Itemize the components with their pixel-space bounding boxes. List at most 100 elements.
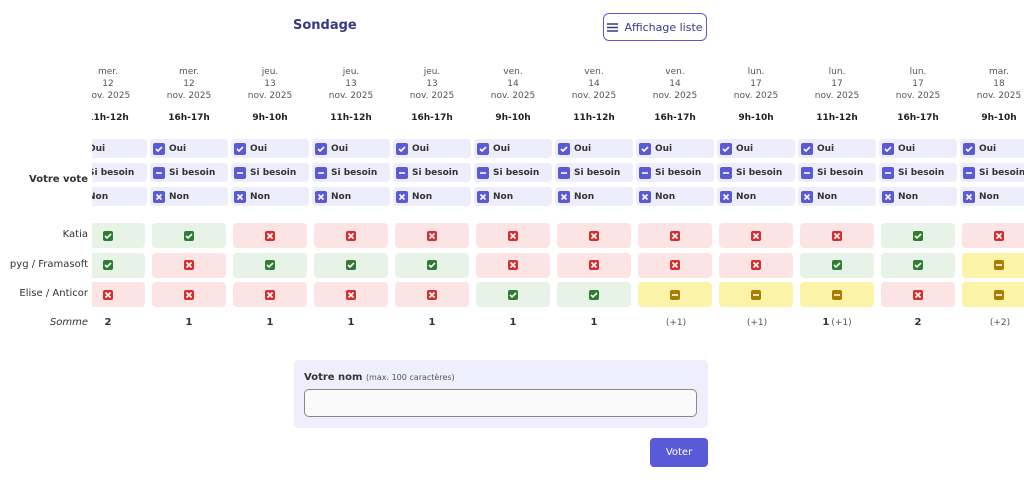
vote-icon xyxy=(994,289,1004,300)
vote-icon xyxy=(751,260,761,270)
vote-icon xyxy=(589,289,599,300)
no-icon xyxy=(884,193,892,200)
vote-option[interactable]: Oui xyxy=(474,139,552,158)
option-label: Si besoin xyxy=(817,167,864,178)
list-view-button[interactable]: Affichage liste xyxy=(603,13,707,41)
vote-option[interactable]: Non xyxy=(555,187,633,206)
vote-cell xyxy=(557,282,631,307)
vote-option[interactable]: Oui xyxy=(798,139,876,158)
maybe-icon xyxy=(318,171,324,174)
vote-cell xyxy=(314,282,388,307)
no-icon xyxy=(833,232,841,239)
submit-button[interactable]: Voter xyxy=(650,438,708,467)
vote-option[interactable]: Si besoin xyxy=(92,163,147,182)
vote-option[interactable]: Non xyxy=(92,187,147,206)
vote-icon xyxy=(103,230,113,241)
vote-option[interactable]: Oui xyxy=(393,139,471,158)
vote-option[interactable]: Si besoin xyxy=(798,163,876,182)
vote-icon xyxy=(427,289,437,300)
column-day: jeu. xyxy=(342,67,360,77)
checkbox xyxy=(477,190,489,203)
no-icon xyxy=(428,232,436,239)
vote-option[interactable]: Oui xyxy=(555,139,633,158)
checkbox xyxy=(882,190,894,203)
maybe-count: (+1) xyxy=(831,318,852,328)
vote-option[interactable]: Si besoin xyxy=(879,163,957,182)
maybe-icon xyxy=(561,171,567,174)
name-input[interactable] xyxy=(304,389,697,417)
vote-option[interactable]: Oui xyxy=(960,139,1024,158)
maybe-icon xyxy=(237,171,243,174)
maybe-icon xyxy=(885,171,891,174)
option-label: Oui xyxy=(412,143,430,154)
vote-option[interactable]: Oui xyxy=(92,139,147,158)
checkbox xyxy=(396,190,408,203)
vote-option[interactable]: Non xyxy=(879,187,957,206)
vote-option[interactable]: Si besoin xyxy=(312,163,390,182)
vote-icon xyxy=(427,260,437,270)
vote-option[interactable]: Non xyxy=(393,187,471,206)
checkbox xyxy=(882,142,894,155)
column-sum: 1 xyxy=(312,317,390,328)
column-day: jeu. xyxy=(261,67,279,77)
checkbox xyxy=(963,190,975,203)
vote-cell xyxy=(233,282,307,307)
vote-option[interactable]: Non xyxy=(312,187,390,206)
option-label: Non xyxy=(898,191,919,202)
yes-icon xyxy=(236,145,244,152)
checkbox xyxy=(720,190,732,203)
vote-option[interactable]: Non xyxy=(150,187,228,206)
vote-option[interactable]: Si besoin xyxy=(393,163,471,182)
yes-count: 1 xyxy=(266,317,274,328)
vote-option[interactable]: Non xyxy=(798,187,876,206)
vote-cell xyxy=(800,282,874,307)
no-icon xyxy=(803,193,811,200)
yes-icon xyxy=(803,145,811,152)
checkbox xyxy=(234,166,246,179)
vote-cell xyxy=(395,282,469,307)
vote-option[interactable]: Oui xyxy=(231,139,309,158)
vote-option[interactable]: Non xyxy=(717,187,795,206)
vote-option[interactable]: Non xyxy=(960,187,1024,206)
vote-option[interactable]: Si besoin xyxy=(150,163,228,182)
option-label: Non xyxy=(169,191,190,202)
vote-cell xyxy=(314,252,388,278)
vote-option[interactable]: Si besoin xyxy=(960,163,1024,182)
vote-cell xyxy=(233,223,307,248)
vote-cell xyxy=(962,252,1024,278)
vote-option[interactable]: Non xyxy=(231,187,309,206)
checkbox xyxy=(558,166,570,179)
yes-icon xyxy=(104,262,112,269)
vote-icon xyxy=(832,289,842,300)
vote-option[interactable]: Si besoin xyxy=(717,163,795,182)
vote-option[interactable]: Si besoin xyxy=(231,163,309,182)
yes-icon xyxy=(479,145,487,152)
vote-option[interactable]: Oui xyxy=(312,139,390,158)
page-title: Sondage xyxy=(293,18,357,33)
vote-option[interactable]: Non xyxy=(636,187,714,206)
yes-count: 1 xyxy=(347,317,355,328)
vote-option[interactable]: Non xyxy=(474,187,552,206)
vote-option[interactable]: Oui xyxy=(717,139,795,158)
checkbox xyxy=(315,190,327,203)
column-month: nov. 2025 xyxy=(733,91,779,101)
vote-cell xyxy=(638,282,712,307)
participant-name: Elise / Anticor xyxy=(19,288,88,299)
vote-option[interactable]: Oui xyxy=(636,139,714,158)
vote-option[interactable]: Oui xyxy=(879,139,957,158)
checkbox xyxy=(558,142,570,155)
vote-cell xyxy=(962,223,1024,248)
vote-option[interactable]: Si besoin xyxy=(636,163,714,182)
vote-option[interactable]: Si besoin xyxy=(555,163,633,182)
yes-icon xyxy=(347,262,355,269)
no-icon xyxy=(752,232,760,239)
column-date: 14 xyxy=(588,79,600,89)
vote-option[interactable]: Si besoin xyxy=(474,163,552,182)
column-date: 12 xyxy=(183,79,195,89)
checkbox xyxy=(315,142,327,155)
vote-option[interactable]: Oui xyxy=(150,139,228,158)
option-label: Non xyxy=(412,191,433,202)
no-icon xyxy=(995,232,1003,239)
